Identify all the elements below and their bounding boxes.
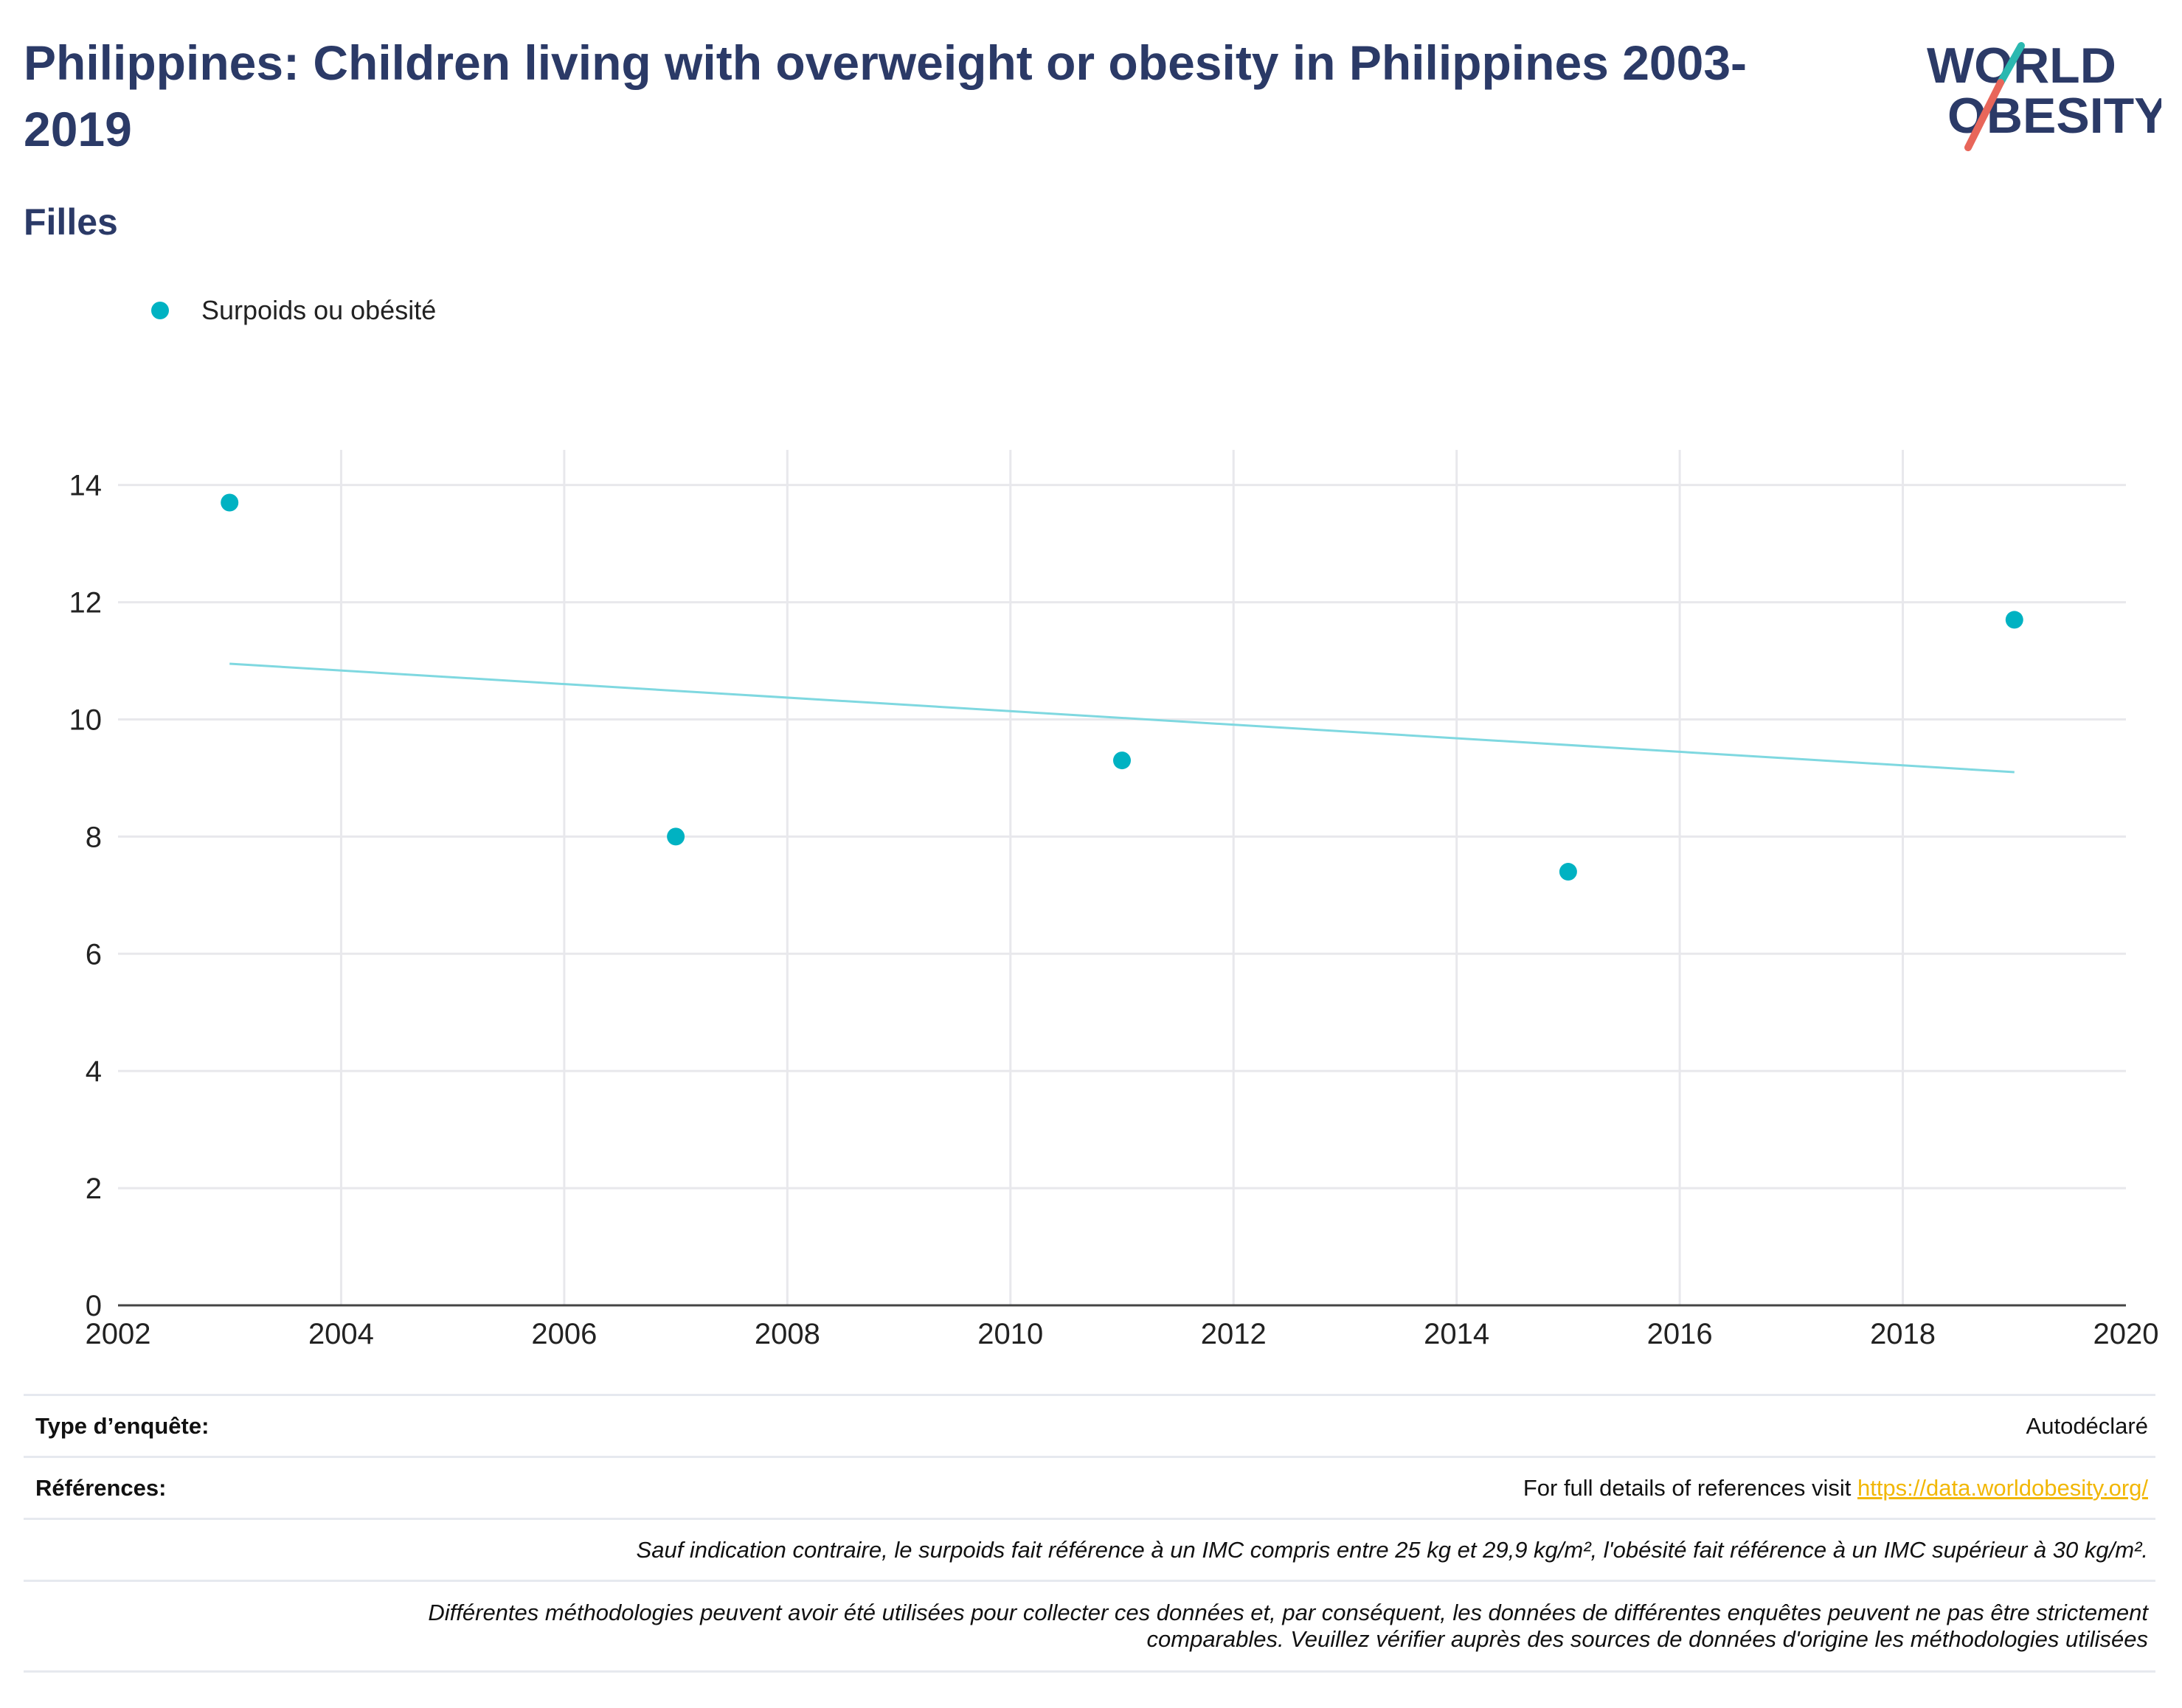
- data-point[interactable]: [1113, 751, 1131, 770]
- definition-note: Sauf indication contraire, le surpoids f…: [636, 1536, 2148, 1563]
- y-tick-label: 0: [86, 1290, 102, 1322]
- data-point[interactable]: [221, 493, 239, 512]
- methodology-note-line2: comparables. Veuillez vérifier auprès de…: [1146, 1626, 2148, 1652]
- chart-title: Philippines: Children living with overwe…: [24, 35, 1748, 156]
- methodology-note-row: Différentes méthodologies peuvent avoir …: [24, 1580, 2155, 1673]
- trend-line-group: [229, 662, 2015, 774]
- world-obesity-logo: WORLD OBESITY: [1918, 29, 2168, 155]
- references-link[interactable]: https://data.worldobesity.org/: [1857, 1474, 2148, 1501]
- x-tick-label: 2008: [755, 1318, 820, 1350]
- x-tick-label: 2002: [86, 1318, 151, 1350]
- references-label: Références:: [35, 1474, 167, 1501]
- x-tick-label: 2018: [1870, 1318, 1936, 1350]
- data-point[interactable]: [1559, 863, 1577, 881]
- legend-marker: [151, 302, 169, 319]
- x-tick-label: 2016: [1647, 1318, 1713, 1350]
- survey-type-row: Type d’enquête: Autodéclaré: [24, 1394, 2155, 1456]
- references-value: For full details of references visit htt…: [1523, 1475, 2148, 1502]
- grid-lines: [118, 450, 2126, 1305]
- footer-table: Type d’enquête: Autodéclaré Références: …: [24, 1394, 2155, 1673]
- y-tick-label: 14: [69, 470, 103, 502]
- y-tick-label: 12: [69, 587, 103, 619]
- legend-label: Surpoids ou obésité: [201, 295, 437, 325]
- x-tick-label: 2010: [977, 1318, 1043, 1350]
- survey-type-value: Autodéclaré: [2026, 1412, 2148, 1439]
- logo-word-obesity: OBESITY: [1947, 88, 2161, 144]
- y-tick-label: 10: [69, 704, 103, 736]
- x-tick-label: 2014: [1424, 1318, 1489, 1350]
- x-tick-label: 2012: [1201, 1318, 1267, 1350]
- trend-line: [229, 662, 2015, 774]
- references-row: Références: For full details of referenc…: [24, 1456, 2155, 1518]
- x-tick-label: 2006: [531, 1318, 597, 1350]
- data-point[interactable]: [2005, 611, 2023, 629]
- data-point[interactable]: [667, 827, 685, 846]
- x-tick-label: 2004: [308, 1318, 374, 1350]
- logo-slash-teal: [1997, 42, 2025, 86]
- x-tick-label: 2020: [2093, 1318, 2159, 1350]
- logo-slash-coral: [1964, 79, 2004, 151]
- y-tick-label: 2: [86, 1173, 102, 1205]
- methodology-note-line1: Différentes méthodologies peuvent avoir …: [428, 1600, 2148, 1625]
- y-tick-label: 6: [86, 938, 102, 971]
- references-text: For full details of references visit: [1523, 1474, 1852, 1501]
- survey-type-label: Type d’enquête:: [35, 1412, 209, 1439]
- chart-legend[interactable]: Surpoids ou obésité: [151, 295, 436, 326]
- y-tick-label: 4: [86, 1055, 102, 1088]
- y-tick-label: 8: [86, 821, 102, 853]
- scatter-chart: 0 2 4 6 8 10 12 14 2002 2004 2006 2008 2010 2012 2014 2…: [69, 450, 2159, 1350]
- data-points: [221, 493, 2023, 881]
- axes: 0 2 4 6 8 10 12 14 2002 2004 2006 2008 2010 2012 2014 2…: [69, 470, 2159, 1350]
- definition-note-row: Sauf indication contraire, le surpoids f…: [24, 1518, 2155, 1580]
- chart-subtitle: Filles: [24, 201, 118, 243]
